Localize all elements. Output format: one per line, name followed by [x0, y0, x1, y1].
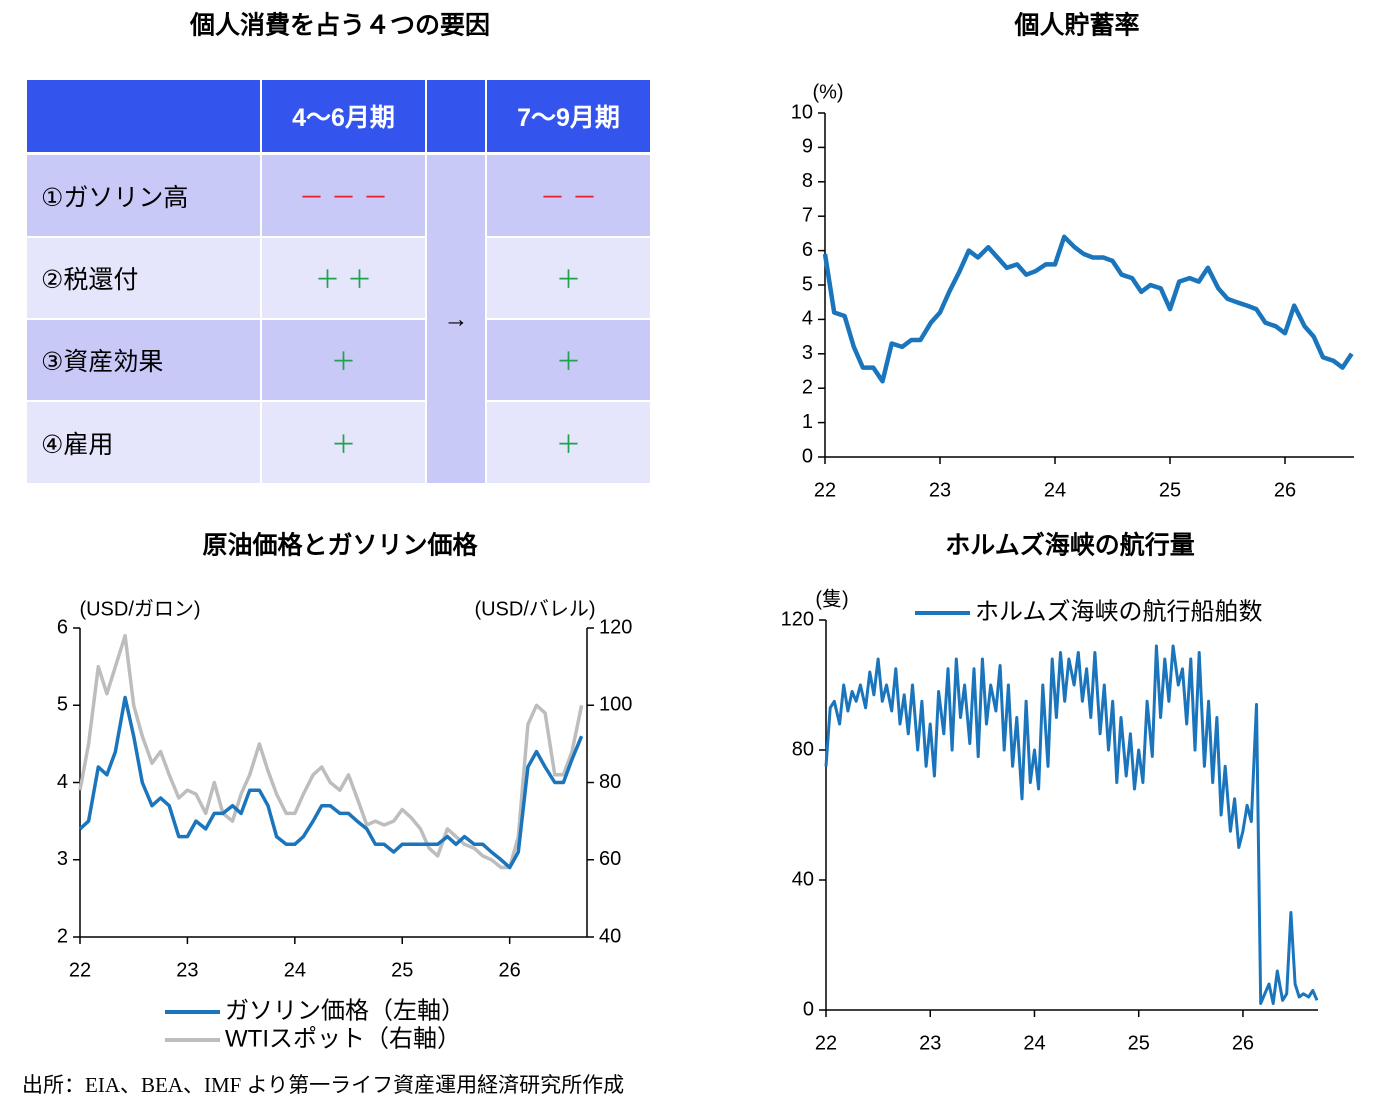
- y-axis-label: (%): [812, 81, 843, 103]
- y-axis-label: (USD/ガロン): [79, 597, 200, 620]
- y-tick-label: 120: [781, 608, 814, 630]
- y-tick-label: 10: [791, 101, 813, 123]
- row-mark: ＋: [262, 402, 425, 483]
- chart-title: 個人貯蓄率: [1013, 11, 1139, 40]
- x-tick-label: 25: [1128, 1032, 1150, 1054]
- y-tick-label: 3: [802, 342, 813, 364]
- header-cell: 4～6月期: [262, 80, 425, 152]
- row-mark: ＋: [487, 402, 650, 483]
- y-tick-label: 6: [802, 239, 813, 261]
- x-tick-label: 26: [1232, 1032, 1254, 1054]
- y2-tick-label: 40: [599, 925, 621, 947]
- row-mark: ＋: [262, 320, 425, 400]
- x-tick-label: 23: [929, 479, 951, 501]
- x-tick-label: 24: [1023, 1032, 1045, 1054]
- series-line: [824, 644, 1319, 1005]
- y-tick-label: 5: [57, 694, 68, 716]
- x-tick-label: 26: [1274, 479, 1296, 501]
- y-tick-label: 4: [802, 308, 813, 330]
- legend-label: ガソリン価格（左軸）: [225, 997, 465, 1024]
- row-label: ①ガソリン高: [27, 155, 260, 236]
- x-tick-label: 22: [69, 959, 91, 981]
- x-tick-label: 25: [1159, 479, 1181, 501]
- x-tick-label: 24: [284, 959, 306, 981]
- row-mark: ＋: [487, 320, 650, 400]
- series-line: [78, 695, 584, 870]
- header-cell: 7～9月期: [487, 80, 650, 152]
- y-tick-label: 2: [802, 376, 813, 398]
- series-line: [822, 234, 1354, 384]
- chart-title: ホルムズ海峡の航行量: [945, 531, 1195, 560]
- y-tick-label: 6: [57, 616, 68, 638]
- y2-tick-label: 120: [599, 616, 632, 638]
- row-mark: － － －: [262, 155, 425, 236]
- y-axis-label: (隻): [815, 587, 848, 610]
- row-label: ③資産効果: [27, 320, 260, 400]
- x-tick-label: 22: [815, 1032, 837, 1054]
- y-tick-label: 4: [57, 771, 68, 793]
- y-tick-label: 5: [802, 273, 813, 295]
- y-tick-label: 9: [802, 136, 813, 158]
- row-mark: ＋: [487, 238, 650, 318]
- row-label: ④雇用: [27, 402, 260, 483]
- x-tick-label: 23: [176, 959, 198, 981]
- row-mark: － －: [487, 155, 650, 236]
- y-tick-label: 40: [792, 868, 814, 890]
- y-tick-label: 80: [792, 738, 814, 760]
- chart-title: 原油価格とガソリン価格: [202, 531, 478, 560]
- row-mark: ＋ ＋: [262, 238, 425, 318]
- y-tick-label: 0: [802, 445, 813, 467]
- y2-axis-label: (USD/バレル): [474, 598, 595, 620]
- source: 出所：EIA、BEA、IMF より第一ライフ資産運用経済研究所作成: [22, 1073, 624, 1097]
- x-tick-label: 24: [1044, 479, 1066, 501]
- y-tick-label: 8: [802, 170, 813, 192]
- header-cell: [427, 80, 485, 152]
- y-tick-label: 1: [802, 411, 813, 433]
- y2-tick-label: 80: [599, 771, 621, 793]
- arrow-cell: →: [427, 155, 485, 483]
- series-line: [78, 633, 584, 870]
- row-label: ②税還付: [27, 238, 260, 318]
- header-cell: [27, 80, 260, 152]
- x-tick-label: 23: [919, 1032, 941, 1054]
- legend-label: ホルムズ海峡の航行船舶数: [975, 598, 1263, 625]
- x-tick-label: 22: [814, 479, 836, 501]
- y-tick-label: 7: [802, 204, 813, 226]
- y2-tick-label: 100: [599, 694, 632, 716]
- y-tick-label: 3: [57, 848, 68, 870]
- y-tick-label: 0: [803, 998, 814, 1020]
- x-tick-label: 26: [499, 959, 521, 981]
- legend-label: WTIスポット（右軸）: [225, 1025, 461, 1052]
- table-title: 個人消費を占う４つの要因: [189, 12, 490, 40]
- y-tick-label: 2: [57, 925, 68, 947]
- y2-tick-label: 60: [599, 848, 621, 870]
- x-tick-label: 25: [391, 959, 413, 981]
